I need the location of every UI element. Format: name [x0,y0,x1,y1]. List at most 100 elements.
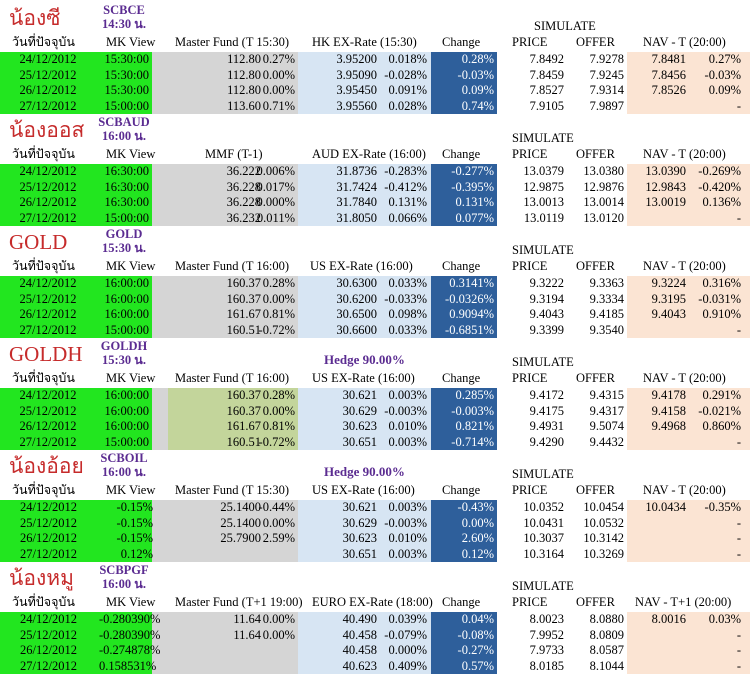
cell-change: -0.003% [451,403,494,418]
cell-change: -0.714% [451,434,494,449]
cell-price: 9.3222 [529,276,564,290]
fund-code: SCBPGF [99,563,149,577]
cell-nav_pct: - [736,546,741,561]
cell-change: 2.60% [461,531,494,545]
cell-fx: 30.6600 [336,322,377,337]
cell-mk: 0.12% [120,546,153,561]
cell-fx: 30.651 [342,546,377,561]
cell-fx: 30.651 [342,434,377,449]
cell-fx_pct: 0.003% [388,388,427,402]
simulate-label: SIMULATE [512,579,574,593]
cell-change: -0.0326% [445,291,494,306]
cell-date: 25/12/2012 [19,403,77,418]
cell-nav: 9.3224 [651,276,686,290]
header-offer: OFFER [576,595,615,609]
cell-fx: 40.490 [342,612,377,626]
cell-mk: 16:00:00 [104,307,149,321]
cell-fund: 36.232 [226,210,261,225]
cell-mk: -0.274878% [99,643,161,657]
cell-date: 24/12/2012 [20,612,77,626]
fund-code: GOLD [105,227,143,241]
cell-fund_pct: 0.81% [262,419,295,433]
cell-mk: 16:00:00 [104,291,149,306]
header-date: วันที่ปัจจุบัน [12,595,75,609]
cell-fund_pct [244,659,298,674]
header-date: วันที่ปัจจุบัน [12,259,75,273]
cell-price: 10.0352 [523,500,564,514]
change-block [431,164,497,226]
header-nav: NAV - T (20:00) [643,147,726,161]
header-price: PRICE [512,259,548,273]
cutoff-time: 16:00 น. [102,129,146,143]
master-fund-block [152,164,298,226]
cell-nav_pct: - [736,658,741,673]
cell-offer: 9.4317 [589,403,624,418]
header-date: วันที่ปัจจุบัน [12,147,75,161]
cell-change: 0.00% [461,515,494,530]
cell-date: 26/12/2012 [20,643,77,657]
cell-offer: 10.0532 [583,515,624,530]
header-change: Change [442,147,481,161]
cell-offer: 12.9876 [583,179,624,194]
cell-fx_pct: 0.003% [388,500,427,514]
fund-section: น้องซี SCBCE 14:30 น. SIMULATE วันที่ปัจจุบั… [0,0,750,114]
simulate-label: SIMULATE [512,467,574,481]
cell-offer: 13.0014 [583,195,624,209]
cell-offer: 9.3334 [589,291,624,306]
cell-mk: 15:00:00 [104,322,149,337]
cell-fx: 3.95560 [336,98,377,113]
cell-nav_pct: 0.291% [702,388,741,402]
cell-fx_pct: -0.283% [384,164,427,178]
cell-mk: 15:30:00 [104,67,149,82]
header-mk: MK View [106,371,156,385]
header-price: PRICE [512,147,548,161]
header-nav: NAV - T (20:00) [643,259,726,273]
section-title: น้องอ้อย [9,454,84,478]
cell-date: 25/12/2012 [20,515,77,530]
cell-fx_pct: 0.409% [388,658,427,673]
header-date: วันที่ปัจจุบัน [12,35,75,49]
cell-price: 7.8459 [529,67,564,82]
cell-price: 9.3194 [529,291,564,306]
cell-date: 26/12/2012 [19,195,77,209]
cell-fx_pct: 0.131% [388,195,427,209]
cell-nav: 9.4043 [651,307,686,321]
cell-nav: 9.3195 [651,291,686,306]
cell-fx_pct: -0.033% [384,291,427,306]
cell-mk: 15:00:00 [104,98,149,113]
cell-nav: 13.0390 [645,164,686,178]
header-fx: US EX-Rate (16:00) [312,371,415,385]
cell-nav_pct: -0.03% [704,67,741,82]
cell-change: 0.9094% [449,307,494,321]
cell-nav [627,531,689,546]
cell-fund_pct: -0.44% [258,500,295,514]
header-fx: AUD EX-Rate (16:00) [312,147,426,161]
change-block [431,388,497,450]
cell-offer: 9.4432 [589,434,624,449]
cell-nav_pct: - [736,515,741,530]
cell-nav_pct: -0.031% [698,291,741,306]
hedge-ratio: Hedge 90.00% [324,464,405,479]
header-price: PRICE [512,483,548,497]
cell-fund: 36.228 [226,179,261,194]
fund-code: SCBAUD [98,115,150,129]
cell-fund: 25.1400 [220,500,261,514]
cell-offer: 7.9897 [589,98,624,113]
cell-mk: 0.158531% [99,658,157,673]
cell-fund: 25.7900 [220,531,261,545]
cell-nav: 7.8481 [651,52,686,66]
cell-mk: 16:30:00 [104,179,149,194]
header-change: Change [442,595,481,609]
fx-rate-block [298,500,431,562]
cell-fund: 160.37 [226,276,261,290]
cell-mk: 15:30:00 [104,52,149,66]
cell-change: 0.821% [455,419,494,433]
cell-fx: 30.6300 [336,276,377,290]
cell-date: 27/12/2012 [20,546,77,561]
cell-nav_pct: 0.316% [702,276,741,290]
fx-rate-block [298,52,431,114]
cell-date: 24/12/2012 [19,388,77,402]
cell-fx_pct: 0.033% [388,276,427,290]
cell-fund_pct [244,643,298,658]
